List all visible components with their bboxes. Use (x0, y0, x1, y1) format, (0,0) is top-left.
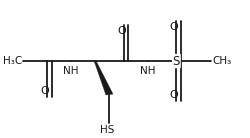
Text: NH: NH (64, 66, 79, 76)
Text: NH: NH (140, 66, 156, 76)
Text: O: O (40, 86, 49, 96)
Text: H₃C: H₃C (3, 56, 22, 66)
Text: O: O (170, 90, 178, 100)
Text: S: S (173, 55, 180, 67)
Text: CH₃: CH₃ (212, 56, 232, 66)
Text: HS: HS (100, 125, 114, 135)
Text: O: O (117, 26, 126, 36)
Text: O: O (170, 22, 178, 32)
Polygon shape (94, 61, 113, 95)
